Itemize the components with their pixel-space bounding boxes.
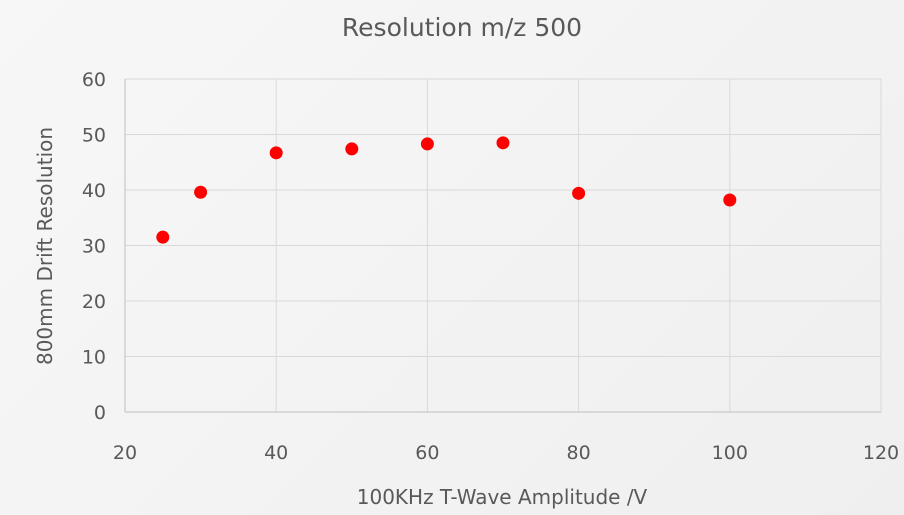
y-tick-label: 40 <box>82 180 106 202</box>
x-tick-label: 40 <box>264 442 288 464</box>
grid <box>125 78 882 412</box>
data-point <box>194 185 208 199</box>
y-axis-label: 800mm Drift Resolution <box>33 127 57 365</box>
x-tick-label: 80 <box>567 442 591 464</box>
chart-title: Resolution m/z 500 <box>342 13 582 42</box>
axes <box>124 79 881 413</box>
y-tick-label: 10 <box>82 347 106 369</box>
y-tick-label: 60 <box>82 69 106 91</box>
data-point <box>156 230 170 244</box>
data-point <box>420 137 434 151</box>
data-point <box>345 142 359 156</box>
tick-labels: 0 10 20 30 40 50 60 20 40 60 80 100 120 <box>82 69 899 464</box>
x-tick-label: 120 <box>863 442 899 464</box>
y-tick-label: 50 <box>82 125 106 147</box>
x-tick-label: 20 <box>113 442 137 464</box>
y-tick-label: 30 <box>82 236 106 258</box>
data-points <box>156 136 737 244</box>
data-point <box>572 186 586 200</box>
data-point <box>269 146 283 160</box>
x-axis-label: 100KHz T-Wave Amplitude /V <box>357 485 648 509</box>
data-point <box>496 136 510 150</box>
x-tick-label: 100 <box>712 442 748 464</box>
y-tick-label: 0 <box>94 402 106 424</box>
data-point <box>723 193 737 207</box>
x-tick-label: 60 <box>415 442 439 464</box>
y-tick-label: 20 <box>82 291 106 313</box>
